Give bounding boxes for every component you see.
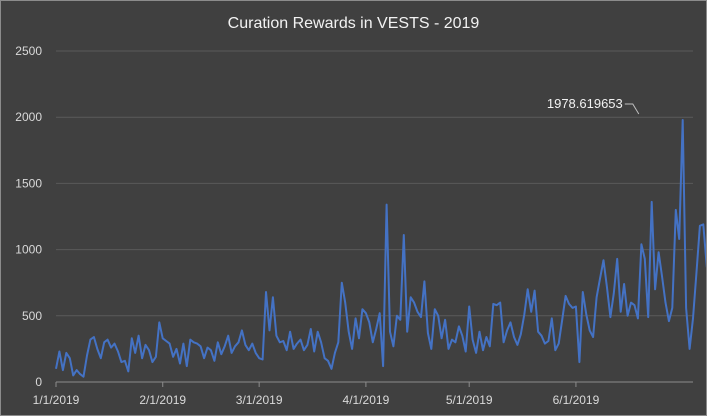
y-tick-label: 2000 [15, 110, 42, 124]
x-tick-label: 1/1/2019 [33, 393, 80, 407]
y-tick-label: 0 [35, 375, 42, 389]
x-tick-label: 6/1/2019 [553, 393, 600, 407]
x-tick-label: 3/1/2019 [236, 393, 283, 407]
annotation-label: 1978.619653 [547, 96, 623, 111]
y-tick-label: 1000 [15, 243, 42, 257]
x-tick-label: 2/1/2019 [139, 393, 186, 407]
annotation-leader [624, 103, 640, 115]
y-tick-label: 2500 [15, 44, 42, 58]
chart-title: Curation Rewards in VESTS - 2019 [227, 15, 480, 32]
x-tick-label: 4/1/2019 [343, 393, 390, 407]
y-tick-label: 1500 [15, 176, 42, 190]
y-tick-label: 500 [22, 309, 42, 323]
series-line [55, 119, 706, 378]
x-tick-label: 5/1/2019 [446, 393, 493, 407]
